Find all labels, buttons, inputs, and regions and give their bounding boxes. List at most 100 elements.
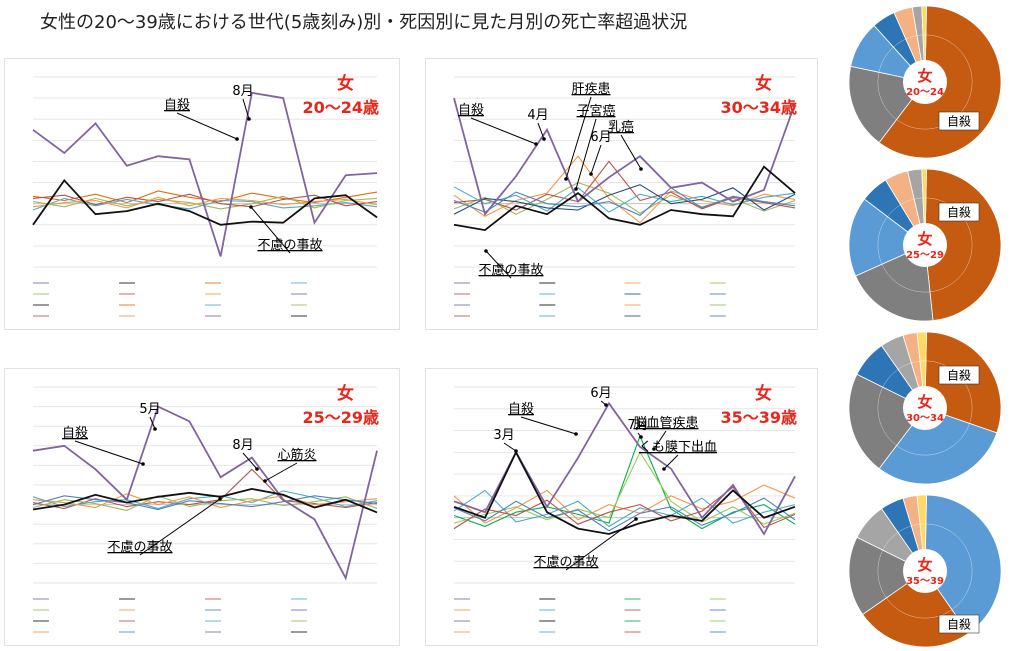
annotation-arrowhead <box>141 462 145 466</box>
pie-callout-label: 自殺 <box>947 206 971 220</box>
annotation-label: 自殺 <box>458 103 484 118</box>
annotation-arrow <box>663 454 679 470</box>
annotation-arrowhead <box>247 117 251 121</box>
annotation-arrow <box>520 416 577 435</box>
annotation-label: 6月 <box>590 386 611 401</box>
annotation-label: 乳癌 <box>608 119 634 135</box>
pie-callout-box <box>938 614 980 634</box>
pie-callout-label: 自殺 <box>947 618 971 632</box>
annotation-arrowhead <box>662 467 666 471</box>
annotation-label: 心筋炎 <box>277 447 316 463</box>
annotation-arrowhead <box>564 177 568 181</box>
pie-center <box>903 60 947 104</box>
annotation-arrowhead <box>634 517 638 521</box>
annotation-arrow <box>250 206 291 254</box>
annotation-arrowhead <box>263 479 267 483</box>
annotation-arrow <box>176 112 238 140</box>
annotation-arrowhead <box>574 432 578 436</box>
series-line <box>453 497 796 532</box>
annotation-label: 自殺 <box>62 426 88 441</box>
pie-chart-25-29: 女 25～29 自殺 <box>846 166 1004 324</box>
series-line <box>32 495 378 512</box>
series-line <box>453 160 796 211</box>
annotation-arrow <box>565 96 592 180</box>
pie-center-age: 30～34 <box>906 413 944 424</box>
annotation-label: 不慮の事故 <box>533 555 598 570</box>
pie-ring <box>877 523 973 619</box>
series-line <box>453 97 796 217</box>
pie-chart-svg: 女 30～34 自殺 <box>848 331 1002 485</box>
annotation-label: 子宮癌 <box>576 103 615 119</box>
age-label: 20～24歳 <box>302 98 379 117</box>
series-line <box>453 434 796 530</box>
annotation-arrowhead <box>574 187 578 191</box>
annotation-label: 6月 <box>590 130 611 145</box>
sex-label: 女 <box>337 383 354 404</box>
series-line <box>453 184 796 215</box>
age-label: 35～39歳 <box>720 408 797 427</box>
pie-callout-label: 自殺 <box>947 369 971 383</box>
pie-chart-35-39: 女 35～39 自殺 <box>846 492 1004 650</box>
pie-callout-box <box>938 365 980 385</box>
pie-callout-label: 自殺 <box>947 115 971 129</box>
pie-center <box>903 549 947 593</box>
annotation-arrowhead <box>484 249 488 253</box>
annotation-label: 不慮の事故 <box>478 263 543 278</box>
chart-panel-30-34: 女 30～34歳 自殺 4月 肝疾患 子宮癌 6月 乳癌 不慮の事故 <box>425 58 818 330</box>
annotation-arrow <box>242 452 258 470</box>
annotation-arrowhead <box>153 427 157 431</box>
age-label: 25～29歳 <box>302 408 379 427</box>
pie-callout-box <box>938 202 980 222</box>
pie-center-age: 20～24 <box>906 87 944 98</box>
pie-chart-svg: 女 20～24 自殺 <box>848 5 1002 159</box>
annotation-arrowhead <box>514 449 518 453</box>
series-line <box>32 196 378 209</box>
chart-panel-20-24: 女 20～24歳 自殺 8月 不慮の事故 <box>4 58 400 330</box>
annotation-label: くも膜下出血 <box>639 440 717 455</box>
series-line <box>453 165 796 232</box>
annotation-arrow <box>264 462 298 482</box>
pie-chart-svg: 女 35～39 自殺 <box>848 494 1002 648</box>
pie-ring <box>877 197 973 293</box>
annotation-arrow <box>575 118 597 190</box>
series-line <box>32 487 378 514</box>
annotation-arrowhead <box>218 497 222 501</box>
series-line <box>32 197 378 211</box>
series-line <box>32 495 378 511</box>
chart-panel-25-29: 女 25～29歳 自殺 5月 8月 心筋炎 不慮の事故 <box>4 368 400 646</box>
annotation-label: 5月 <box>139 402 160 417</box>
pie-center-age: 35～39 <box>906 576 944 587</box>
annotation-arrow <box>503 442 517 452</box>
series-line <box>453 451 796 525</box>
series-line <box>32 405 378 581</box>
annotation-arrowhead <box>639 167 643 171</box>
pie-center-age: 25～29 <box>906 250 944 261</box>
pie-center <box>903 223 947 267</box>
annotation-arrow <box>590 144 602 175</box>
annotation-arrow <box>242 98 250 120</box>
annotation-arrowhead <box>652 447 656 451</box>
annotation-arrow <box>537 122 545 140</box>
annotation-arrow <box>653 430 667 450</box>
annotation-arrowhead <box>249 205 253 209</box>
pie-chart-30-34: 女 30～34 自殺 <box>846 329 1004 487</box>
pie-chart-svg: 女 25～29 自殺 <box>848 168 1002 322</box>
annotation-arrowhead <box>639 435 643 439</box>
sex-label: 女 <box>755 383 772 404</box>
series-line <box>32 178 378 226</box>
page-title: 女性の20～39歳における世代(5歳刻み)別・死因別に見た月別の死亡率超過状況 <box>40 12 688 33</box>
sex-label: 女 <box>755 73 772 94</box>
pie-center-sex: 女 <box>917 67 932 85</box>
series-line <box>453 186 796 213</box>
annotation-label: 7月 <box>627 418 648 433</box>
pie-ring <box>877 34 973 130</box>
annotation-arrowhead <box>235 137 239 141</box>
annotation-arrow <box>149 416 156 430</box>
annotation-label: 自殺 <box>508 402 534 417</box>
annotation-arrowhead <box>534 142 538 146</box>
series-line <box>32 91 378 257</box>
pie-center-sex: 女 <box>917 230 932 248</box>
